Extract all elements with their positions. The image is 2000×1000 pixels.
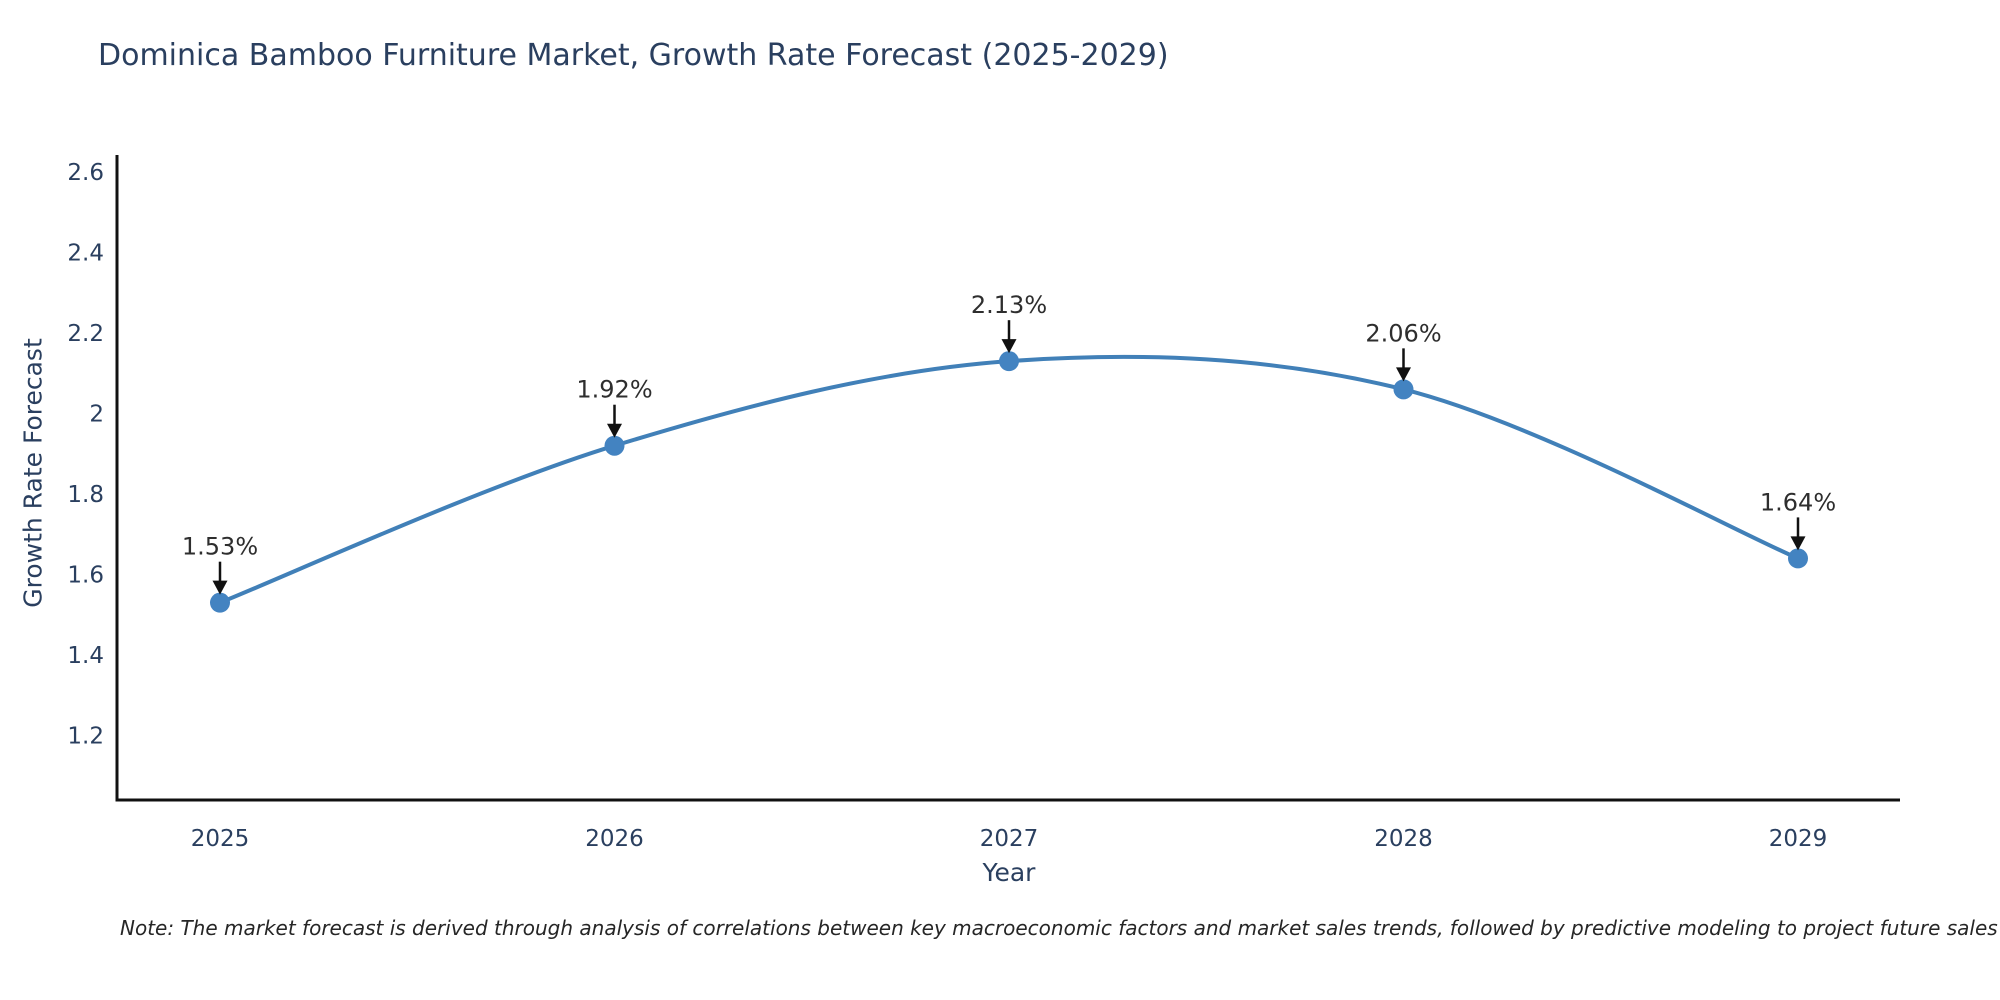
data-point-marker-2029[interactable] — [1788, 548, 1808, 569]
annotation-down-arrow-icon — [1790, 536, 1806, 551]
data-point-marker-2026[interactable] — [604, 435, 625, 456]
point-annotation-label: 1.53% — [182, 533, 258, 561]
point-annotation-label: 2.06% — [1365, 319, 1441, 347]
x-tick-label: 2025 — [191, 826, 250, 852]
point-annotation-label: 1.64% — [1760, 488, 1836, 516]
y-tick-label: 1.6 — [67, 563, 104, 589]
x-tick-label: 2029 — [1769, 826, 1828, 852]
data-point-marker-2027[interactable] — [999, 351, 1019, 372]
annotation-down-arrow-icon — [212, 580, 228, 595]
y-tick-label: 1.4 — [67, 643, 104, 669]
annotation-down-arrow-icon — [607, 423, 622, 438]
y-tick-label: 2.6 — [67, 160, 104, 186]
footnote: Note: The market forecast is derived thr… — [120, 916, 1998, 940]
x-tick-label: 2028 — [1374, 826, 1433, 852]
x-tick-label: 2027 — [980, 826, 1039, 852]
data-point-marker-2028[interactable] — [1393, 379, 1414, 400]
y-tick-label: 1.2 — [67, 724, 104, 750]
annotation-down-arrow-icon — [1396, 367, 1411, 382]
y-tick-label: 2 — [89, 402, 104, 428]
x-axis-title: Year — [982, 858, 1036, 887]
point-annotation-label: 1.92% — [576, 376, 652, 404]
chart-title: Dominica Bamboo Furniture Market, Growth… — [98, 38, 1169, 73]
y-tick-label: 2.2 — [67, 321, 104, 347]
annotation-down-arrow-icon — [1001, 339, 1017, 354]
forecast-line — [218, 354, 1800, 605]
data-point-marker-2025[interactable] — [210, 592, 230, 613]
y-tick-label: 2.4 — [67, 241, 104, 267]
y-tick-label: 1.8 — [67, 482, 104, 508]
point-annotation-label: 2.13% — [971, 291, 1047, 319]
x-tick-label: 2026 — [585, 826, 644, 852]
